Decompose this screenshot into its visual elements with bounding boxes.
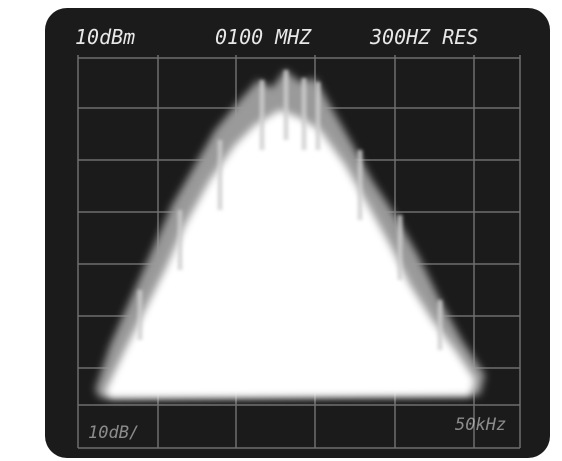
vertical-scale: 10dB/ (88, 423, 139, 443)
spectrum-trace (95, 70, 485, 398)
horizontal-scale: 50kHz (455, 415, 506, 435)
reference-level: 10dBm (75, 25, 135, 49)
center-frequency: 0100 MHZ (215, 25, 312, 49)
resolution-bandwidth: 300HZ RES (369, 25, 478, 49)
